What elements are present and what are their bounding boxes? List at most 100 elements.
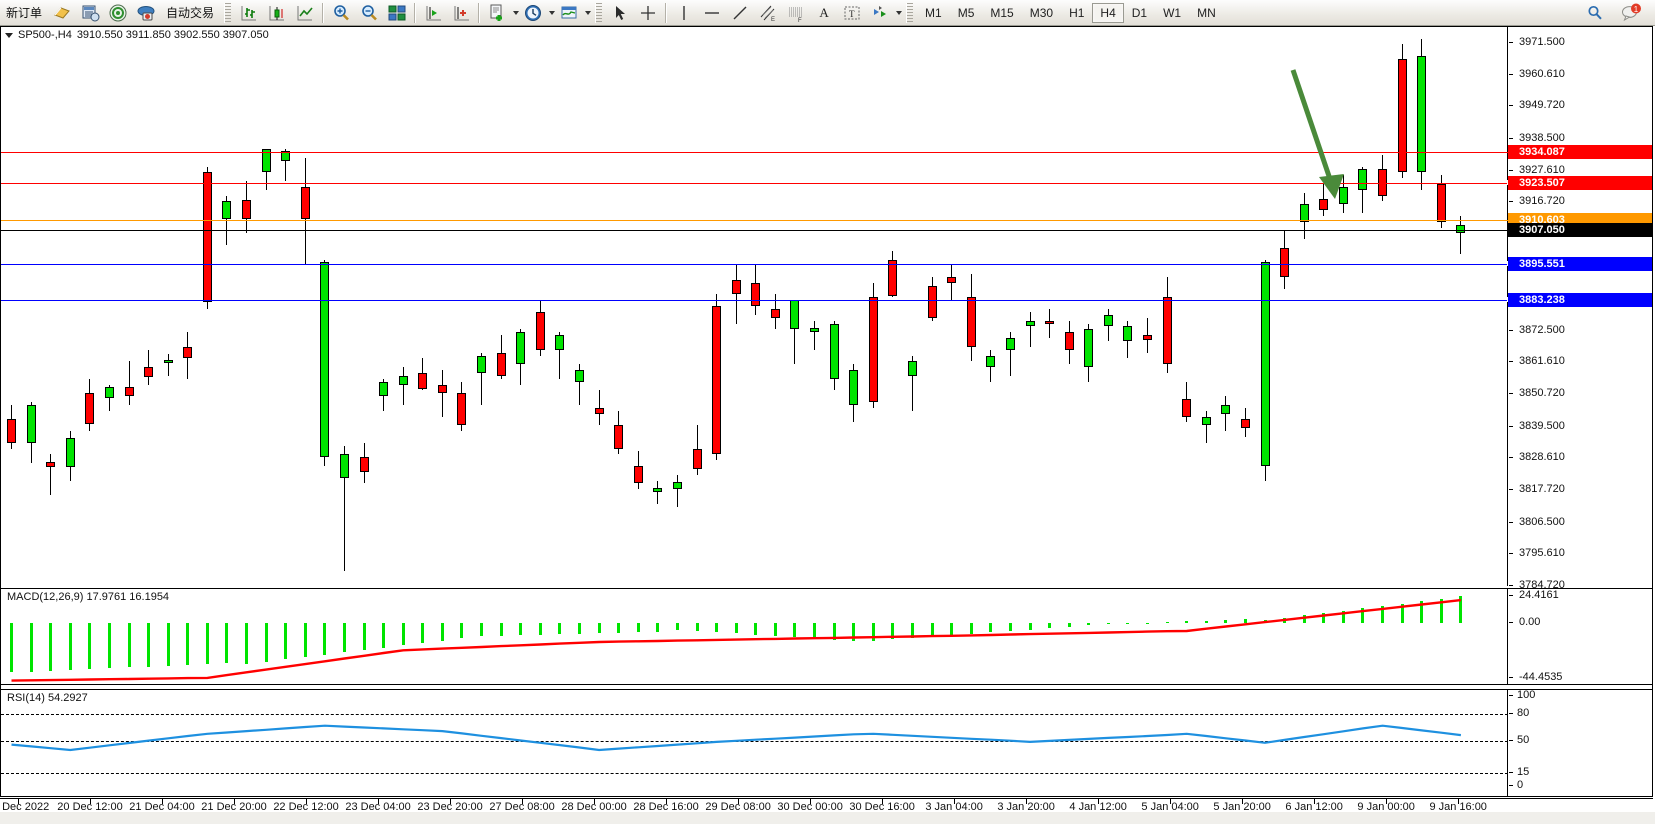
- time-tick: 29 Dec 08:00: [705, 801, 771, 813]
- candle-body: [1182, 399, 1192, 417]
- time-gridmark: [594, 799, 596, 804]
- period-dropdown[interactable]: [549, 10, 556, 15]
- templates-dropdown[interactable]: [585, 10, 592, 15]
- candlestick: [1064, 27, 1074, 586]
- autotrading-button[interactable]: 自动交易: [166, 6, 215, 20]
- level-price-label[interactable]: 3883.238: [1508, 292, 1652, 307]
- text-label-icon[interactable]: T: [838, 1, 866, 25]
- new-order-icon[interactable]: [48, 1, 76, 25]
- timeframe-d1[interactable]: D1: [1131, 5, 1148, 20]
- fibonacci-icon[interactable]: F: [782, 1, 810, 25]
- time-tick: 23 Dec 04:00: [345, 801, 411, 813]
- bar-chart-icon[interactable]: [235, 1, 263, 25]
- timeframe-m15[interactable]: M15: [990, 5, 1014, 20]
- macd-histogram-bar: [29, 622, 33, 672]
- level-line-last-price[interactable]: [1, 230, 1508, 232]
- macd-histogram-bar: [1224, 619, 1228, 623]
- candlestick: [907, 27, 917, 586]
- time-gridmark: [1170, 799, 1172, 804]
- chart-window[interactable]: SP500-,H4 3910.550 3911.850 3902.550 390…: [0, 26, 1653, 797]
- candle-body: [1358, 169, 1368, 190]
- search-icon[interactable]: [1581, 1, 1609, 25]
- price-pane[interactable]: 3971.500 3960.610 3949.720 3938.500 3927.610…: [1, 27, 1652, 591]
- candlestick: [261, 27, 271, 586]
- add-indicator-dropdown[interactable]: [513, 10, 520, 15]
- candle-body: [653, 487, 663, 493]
- period-clock-icon[interactable]: [519, 1, 547, 25]
- equidistant-channel-icon[interactable]: E: [754, 1, 782, 25]
- macd-histogram-bar: [1165, 621, 1169, 623]
- macd-histogram-bar: [480, 622, 484, 637]
- vertical-line-icon[interactable]: [670, 1, 698, 25]
- timeframe-mn[interactable]: MN: [1197, 5, 1216, 20]
- candle-body: [575, 370, 584, 382]
- candlestick: [1103, 27, 1113, 586]
- trendline-icon[interactable]: [726, 1, 754, 25]
- timeframe-m1[interactable]: M1: [925, 5, 942, 20]
- horizontal-line-icon[interactable]: [698, 1, 726, 25]
- arrows-icon[interactable]: [866, 1, 894, 25]
- shift-chart-icon[interactable]: [419, 1, 447, 25]
- timeframe-w1[interactable]: W1: [1163, 5, 1182, 20]
- zoom-in-icon[interactable]: [327, 1, 355, 25]
- candle-body: [633, 465, 643, 484]
- toolbar-grip[interactable]: [595, 2, 603, 23]
- macd-histogram-bar: [166, 622, 170, 666]
- time-gridmark: [1314, 799, 1316, 804]
- timeframe-m5[interactable]: M5: [957, 5, 975, 20]
- candlestick: [575, 27, 584, 586]
- time-tick: 30 Dec 00:00: [777, 801, 843, 813]
- cursor-icon[interactable]: [606, 1, 634, 25]
- candlestick-chart-icon[interactable]: [263, 1, 291, 25]
- level-line-support[interactable]: [1, 261, 1512, 267]
- toolbar-grip[interactable]: [906, 2, 914, 23]
- time-gridmark: [450, 799, 452, 804]
- zoom-out-icon[interactable]: [355, 1, 383, 25]
- candlestick: [144, 27, 154, 586]
- level-line-resistance[interactable]: [1, 151, 1508, 153]
- candle-wick: [951, 265, 953, 301]
- line-chart-icon[interactable]: [291, 1, 319, 25]
- timeframe-h1[interactable]: H1: [1069, 5, 1085, 20]
- add-indicator-icon[interactable]: [483, 1, 511, 25]
- candle-body: [1319, 198, 1329, 211]
- signals-icon[interactable]: [104, 1, 132, 25]
- candlestick: [516, 27, 526, 586]
- svg-text:F: F: [798, 18, 802, 23]
- macd-pane[interactable]: MACD(12,26,9) 17.9761 16.1954 24.4161 0.0…: [1, 588, 1652, 685]
- new-order-button[interactable]: 新订单: [6, 6, 43, 20]
- toolbar-grip[interactable]: [224, 2, 232, 23]
- level-price-label[interactable]: 3923.507: [1508, 175, 1652, 190]
- timeframe-h4[interactable]: H4: [1092, 2, 1124, 23]
- candlestick: [927, 27, 937, 586]
- candle-wick: [735, 265, 737, 324]
- candle-body: [163, 359, 173, 363]
- candlestick: [457, 27, 467, 586]
- candle-body: [379, 381, 389, 397]
- chart-menu-caret-icon[interactable]: [5, 32, 13, 38]
- crosshair-icon[interactable]: [634, 1, 662, 25]
- auto-scroll-icon[interactable]: [447, 1, 475, 25]
- level-line-pivot[interactable]: [1, 220, 1508, 222]
- level-price-label[interactable]: 3907.050: [1508, 223, 1652, 238]
- timeframe-m30[interactable]: M30: [1029, 5, 1054, 20]
- level-line-resistance[interactable]: [1, 180, 1512, 186]
- data-window-icon[interactable]: [76, 1, 104, 25]
- candle-body: [751, 282, 761, 307]
- market-icon[interactable]: [132, 1, 160, 25]
- tile-windows-icon[interactable]: [383, 1, 411, 25]
- candle-body: [712, 306, 722, 455]
- rsi-pane[interactable]: RSI(14) 54.2927 100 80 50 15 0: [1, 689, 1652, 796]
- level-line-support[interactable]: [1, 297, 1512, 303]
- level-price-label[interactable]: 3934.087: [1508, 144, 1652, 159]
- candle-body: [1064, 332, 1074, 350]
- candlestick: [712, 27, 722, 586]
- templates-icon[interactable]: [555, 1, 583, 25]
- candlestick: [379, 27, 389, 586]
- time-tick: 9 Jan 16:00: [1429, 801, 1487, 813]
- level-price-label[interactable]: 3895.551: [1508, 256, 1652, 271]
- arrows-dropdown[interactable]: [896, 10, 903, 15]
- chat-bubble-icon[interactable]: 1: [1617, 1, 1645, 25]
- candle-body: [947, 277, 957, 283]
- text-icon[interactable]: A: [819, 4, 829, 20]
